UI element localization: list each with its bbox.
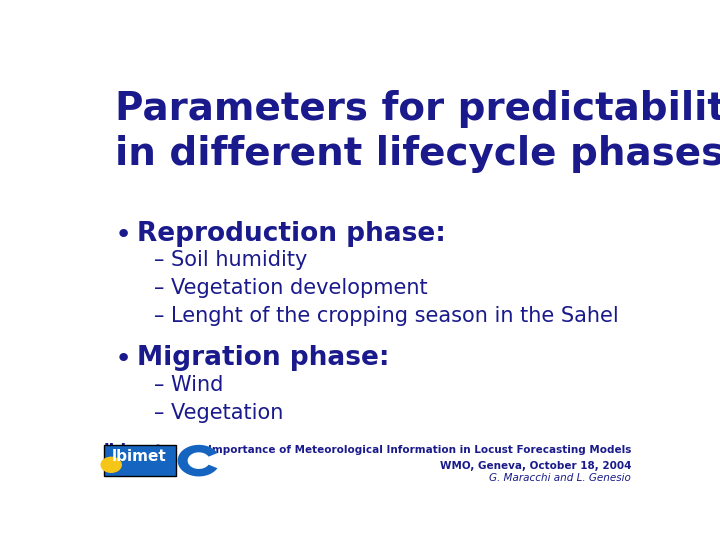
Text: – Soil humidity: – Soil humidity — [154, 250, 307, 270]
Text: Parameters for predictability
in different lifecycle phases: Parameters for predictability in differe… — [115, 90, 720, 173]
Polygon shape — [178, 445, 217, 476]
Text: Reproduction phase:: Reproduction phase: — [138, 221, 446, 247]
Text: G. Maracchi and L. Genesio: G. Maracchi and L. Genesio — [490, 473, 631, 483]
Text: lbimet: lbimet — [104, 443, 164, 461]
Text: •: • — [115, 221, 132, 249]
Text: Migration phase:: Migration phase: — [138, 346, 390, 372]
Text: WMO, Geneva, October 18, 2004: WMO, Geneva, October 18, 2004 — [440, 461, 631, 471]
Text: Importance of Meteorological Information in Locust Forecasting Models: Importance of Meteorological Information… — [208, 446, 631, 455]
Text: – Vegetation: – Vegetation — [154, 403, 284, 423]
Text: – Vegetation development: – Vegetation development — [154, 278, 428, 298]
Text: •: • — [115, 346, 132, 374]
Text: – Wind: – Wind — [154, 375, 223, 395]
Circle shape — [101, 457, 121, 472]
Text: – Lenght of the cropping season in the Sahel: – Lenght of the cropping season in the S… — [154, 306, 619, 326]
FancyBboxPatch shape — [104, 446, 176, 476]
Text: lbimet: lbimet — [112, 449, 166, 464]
